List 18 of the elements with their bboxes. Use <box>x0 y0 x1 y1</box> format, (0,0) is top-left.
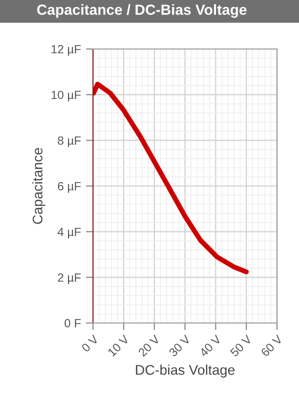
line-series <box>93 82 249 274</box>
y-tick-label: 10 µF <box>52 90 81 102</box>
y-tick-label: 4 µF <box>58 228 81 238</box>
y-tick-label: 6 µF <box>58 182 81 193</box>
x-tick-label: 20 V <box>138 334 160 357</box>
x-tick-label: 30 V <box>168 334 192 358</box>
x-tick-label: 60 V <box>260 334 284 357</box>
x-tick-label: 40 V <box>198 334 222 358</box>
y-tick-label: 12 µF <box>52 45 81 56</box>
chart-title: Capacitance / DC-Bias Voltage <box>37 4 247 18</box>
y-tick-label: 2 µF <box>58 273 81 284</box>
x-tick-label: 50 V <box>230 334 252 358</box>
x-tick-label: 0 V <box>81 334 100 352</box>
y-axis-title: Capacitance <box>32 148 46 224</box>
y-tick-label: 0 F <box>64 319 81 328</box>
x-axis-title: DC-bias Voltage <box>136 364 235 378</box>
y-tick-label: 8 µF <box>58 136 81 148</box>
x-tick-label: 10 V <box>107 334 130 357</box>
